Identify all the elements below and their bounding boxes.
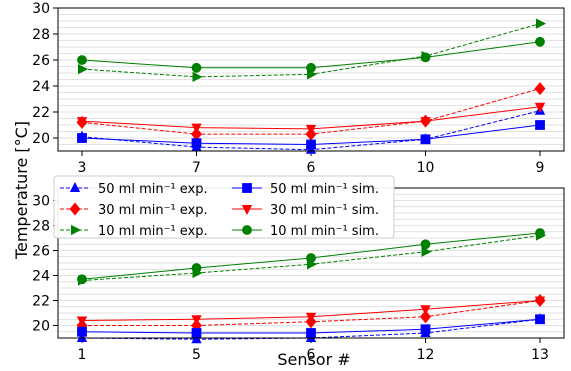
bottom-point-50-ml-min-sim [306,328,316,338]
top-y-tick-label: 24 [32,79,50,95]
bottom-point-50-ml-min-exp [76,331,88,343]
top-y-tick-label: 26 [32,53,50,69]
top-point-30-ml-min-sim [534,102,546,113]
top-x-tick-label: 7 [192,160,201,176]
top-panel: 20 22 24 26 28 30 3 7 6 10 9 [32,1,565,176]
top-point-10-ml-min-exp [192,71,203,83]
legend-label: 30 ml min⁻¹ exp. [98,203,208,218]
bottom-point-10-ml-min-sim [420,239,431,250]
top-y-tick-label: 28 [32,27,50,43]
bottom-point-10-ml-min-sim [77,274,87,285]
legend-marker-30-ml-min-exp [69,202,81,216]
top-point-10-ml-min-sim [420,52,431,63]
top-point-30-ml-min-sim [191,123,202,134]
top-point-30-ml-min-exp [534,82,546,96]
legend-label: 50 ml min⁻¹ sim. [270,182,379,197]
legend-label: 10 ml min⁻¹ exp. [98,224,208,239]
bottom-point-30-ml-min-sim [305,312,317,323]
bottom-y-tick-label: 26 [32,244,50,260]
top-point-50-ml-min-sim [535,120,545,130]
y-axis-label: Temperature [°C] [12,121,31,260]
legend-label: 10 ml min⁻¹ sim. [270,224,379,239]
bottom-point-30-ml-min-exp [420,310,431,324]
bottom-x-tick-label: 5 [192,347,201,363]
top-plot-frame [57,7,565,152]
bottom-point-30-ml-min-sim [191,315,202,326]
top-y-tick-label: 20 [32,131,50,147]
bottom-point-10-ml-min-exp [421,246,432,257]
top-point-10-ml-min-sim [77,55,87,65]
legend-marker-50-ml-min-sim [242,183,252,193]
bottom-point-50-ml-min-sim [191,328,202,338]
top-y-tick-label: 22 [32,105,50,121]
top-x-tick-label: 9 [536,160,545,176]
bottom-point-30-ml-min-sim [420,305,431,316]
bottom-point-50-ml-min-sim [535,314,545,325]
top-point-50-ml-min-sim [306,139,316,150]
legend-marker-30-ml-min-sim [241,204,253,216]
bottom-panel: 20 22 24 26 28 30 1 5 6 12 13 [32,187,565,363]
top-x-tick-label: 10 [417,160,435,176]
bottom-y-tick-label: 22 [32,294,50,310]
legend-marker-10-ml-min-sim [242,225,252,235]
legend-marker-50-ml-min-exp [69,181,81,193]
bottom-x-tick-label: 12 [417,347,435,363]
x-axis-label: Sensor # [277,350,350,369]
bottom-y-tick-label: 24 [32,269,50,285]
legend-box [53,175,395,239]
top-point-10-ml-min-exp [78,63,89,75]
bottom-point-10-ml-min-sim [191,263,202,273]
top-point-50-ml-min-sim [77,133,87,143]
bottom-point-50-ml-min-sim [420,324,431,335]
top-x-tick-label: 6 [307,160,316,176]
bottom-y-tick-label: 20 [32,319,50,335]
bottom-x-tick-label: 13 [531,347,549,363]
legend-label: 30 ml min⁻¹ sim. [270,203,379,218]
bottom-point-30-ml-min-sim [76,316,88,327]
bottom-point-50-ml-min-sim [77,326,87,337]
top-point-30-ml-min-sim [305,124,317,135]
bottom-x-tick-label: 1 [78,347,87,363]
top-point-10-ml-min-sim [191,62,202,73]
legend-label: 50 ml min⁻¹ exp. [98,182,208,197]
top-point-50-ml-min-sim [191,138,202,149]
bottom-y-tick-label: 30 [32,194,50,210]
top-point-10-ml-min-sim [535,36,545,47]
top-point-50-ml-min-sim [420,134,431,145]
top-point-10-ml-min-sim [306,62,316,73]
top-point-30-ml-min-sim [420,117,431,128]
bottom-point-30-ml-min-sim [534,296,546,307]
top-y-tick-label: 30 [32,1,50,17]
bottom-y-tick-label: 28 [32,219,50,235]
top-point-30-ml-min-sim [76,117,88,128]
top-x-tick-label: 3 [78,160,87,176]
legend-marker-10-ml-min-exp [71,224,82,236]
top-point-10-ml-min-exp [536,18,547,29]
bottom-point-10-ml-min-sim [306,253,316,263]
bottom-x-tick-label: 6 [307,347,316,363]
legend: 50 ml min⁻¹ exp. 30 ml min⁻¹ exp. 10 ml mi… [53,175,395,239]
bottom-point-10-ml-min-sim [535,228,545,238]
